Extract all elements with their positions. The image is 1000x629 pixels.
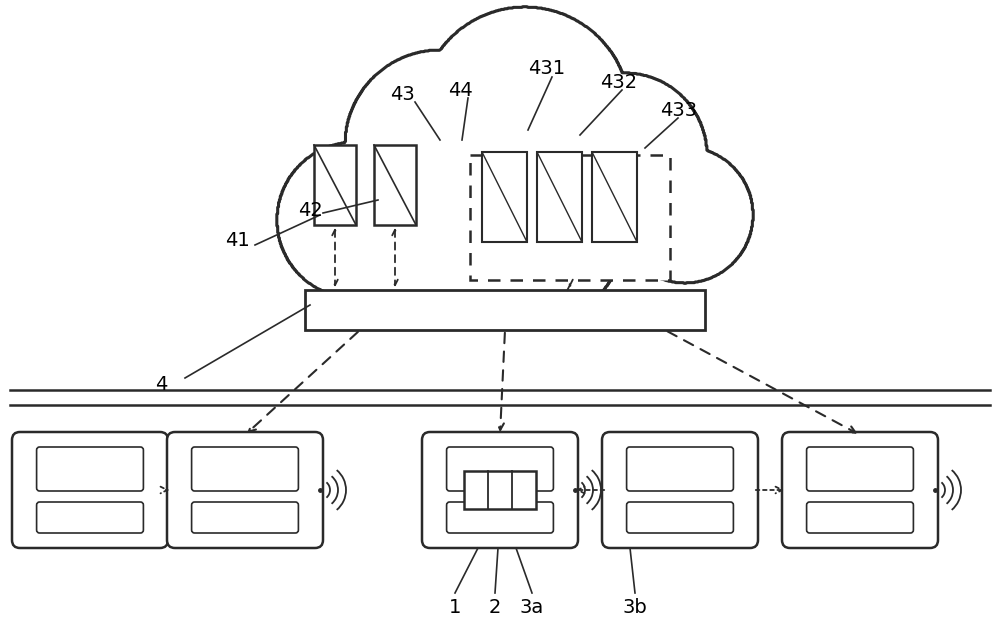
- FancyBboxPatch shape: [37, 502, 143, 533]
- FancyBboxPatch shape: [627, 502, 733, 533]
- Bar: [464, 471, 536, 509]
- FancyBboxPatch shape: [167, 432, 323, 548]
- FancyBboxPatch shape: [425, 453, 449, 477]
- Text: 1: 1: [449, 598, 461, 617]
- FancyBboxPatch shape: [551, 503, 575, 527]
- Text: 42: 42: [298, 201, 323, 220]
- Bar: [470, 155, 670, 280]
- FancyBboxPatch shape: [807, 502, 913, 533]
- Bar: [537, 152, 582, 242]
- Bar: [314, 145, 356, 225]
- FancyBboxPatch shape: [170, 503, 194, 527]
- FancyBboxPatch shape: [911, 453, 935, 477]
- FancyBboxPatch shape: [551, 453, 575, 477]
- Text: 432: 432: [600, 72, 637, 91]
- FancyBboxPatch shape: [602, 432, 758, 548]
- Text: 3a: 3a: [520, 598, 544, 617]
- Text: 44: 44: [448, 81, 473, 99]
- FancyBboxPatch shape: [192, 502, 298, 533]
- FancyBboxPatch shape: [425, 503, 449, 527]
- Text: 4: 4: [155, 376, 167, 394]
- FancyBboxPatch shape: [37, 447, 143, 491]
- Text: 2: 2: [489, 598, 501, 617]
- Bar: [374, 145, 416, 225]
- Bar: [482, 152, 527, 242]
- FancyBboxPatch shape: [296, 453, 320, 477]
- Text: 431: 431: [528, 58, 565, 77]
- Bar: [305, 290, 705, 330]
- FancyBboxPatch shape: [785, 453, 809, 477]
- Bar: [592, 152, 637, 242]
- FancyBboxPatch shape: [12, 432, 168, 548]
- FancyBboxPatch shape: [785, 503, 809, 527]
- FancyBboxPatch shape: [141, 453, 165, 477]
- FancyBboxPatch shape: [141, 503, 165, 527]
- Text: 43: 43: [390, 86, 415, 104]
- FancyBboxPatch shape: [782, 432, 938, 548]
- FancyBboxPatch shape: [447, 502, 553, 533]
- FancyBboxPatch shape: [731, 503, 755, 527]
- FancyBboxPatch shape: [731, 453, 755, 477]
- FancyBboxPatch shape: [422, 432, 578, 548]
- FancyBboxPatch shape: [911, 503, 935, 527]
- FancyBboxPatch shape: [15, 503, 39, 527]
- FancyBboxPatch shape: [192, 447, 298, 491]
- Text: 3b: 3b: [623, 598, 647, 617]
- FancyBboxPatch shape: [170, 453, 194, 477]
- Text: 41: 41: [225, 230, 250, 250]
- FancyBboxPatch shape: [15, 453, 39, 477]
- FancyBboxPatch shape: [605, 503, 629, 527]
- FancyBboxPatch shape: [627, 447, 733, 491]
- FancyBboxPatch shape: [447, 447, 553, 491]
- FancyBboxPatch shape: [605, 453, 629, 477]
- FancyBboxPatch shape: [296, 503, 320, 527]
- Text: 433: 433: [660, 101, 697, 120]
- FancyBboxPatch shape: [807, 447, 913, 491]
